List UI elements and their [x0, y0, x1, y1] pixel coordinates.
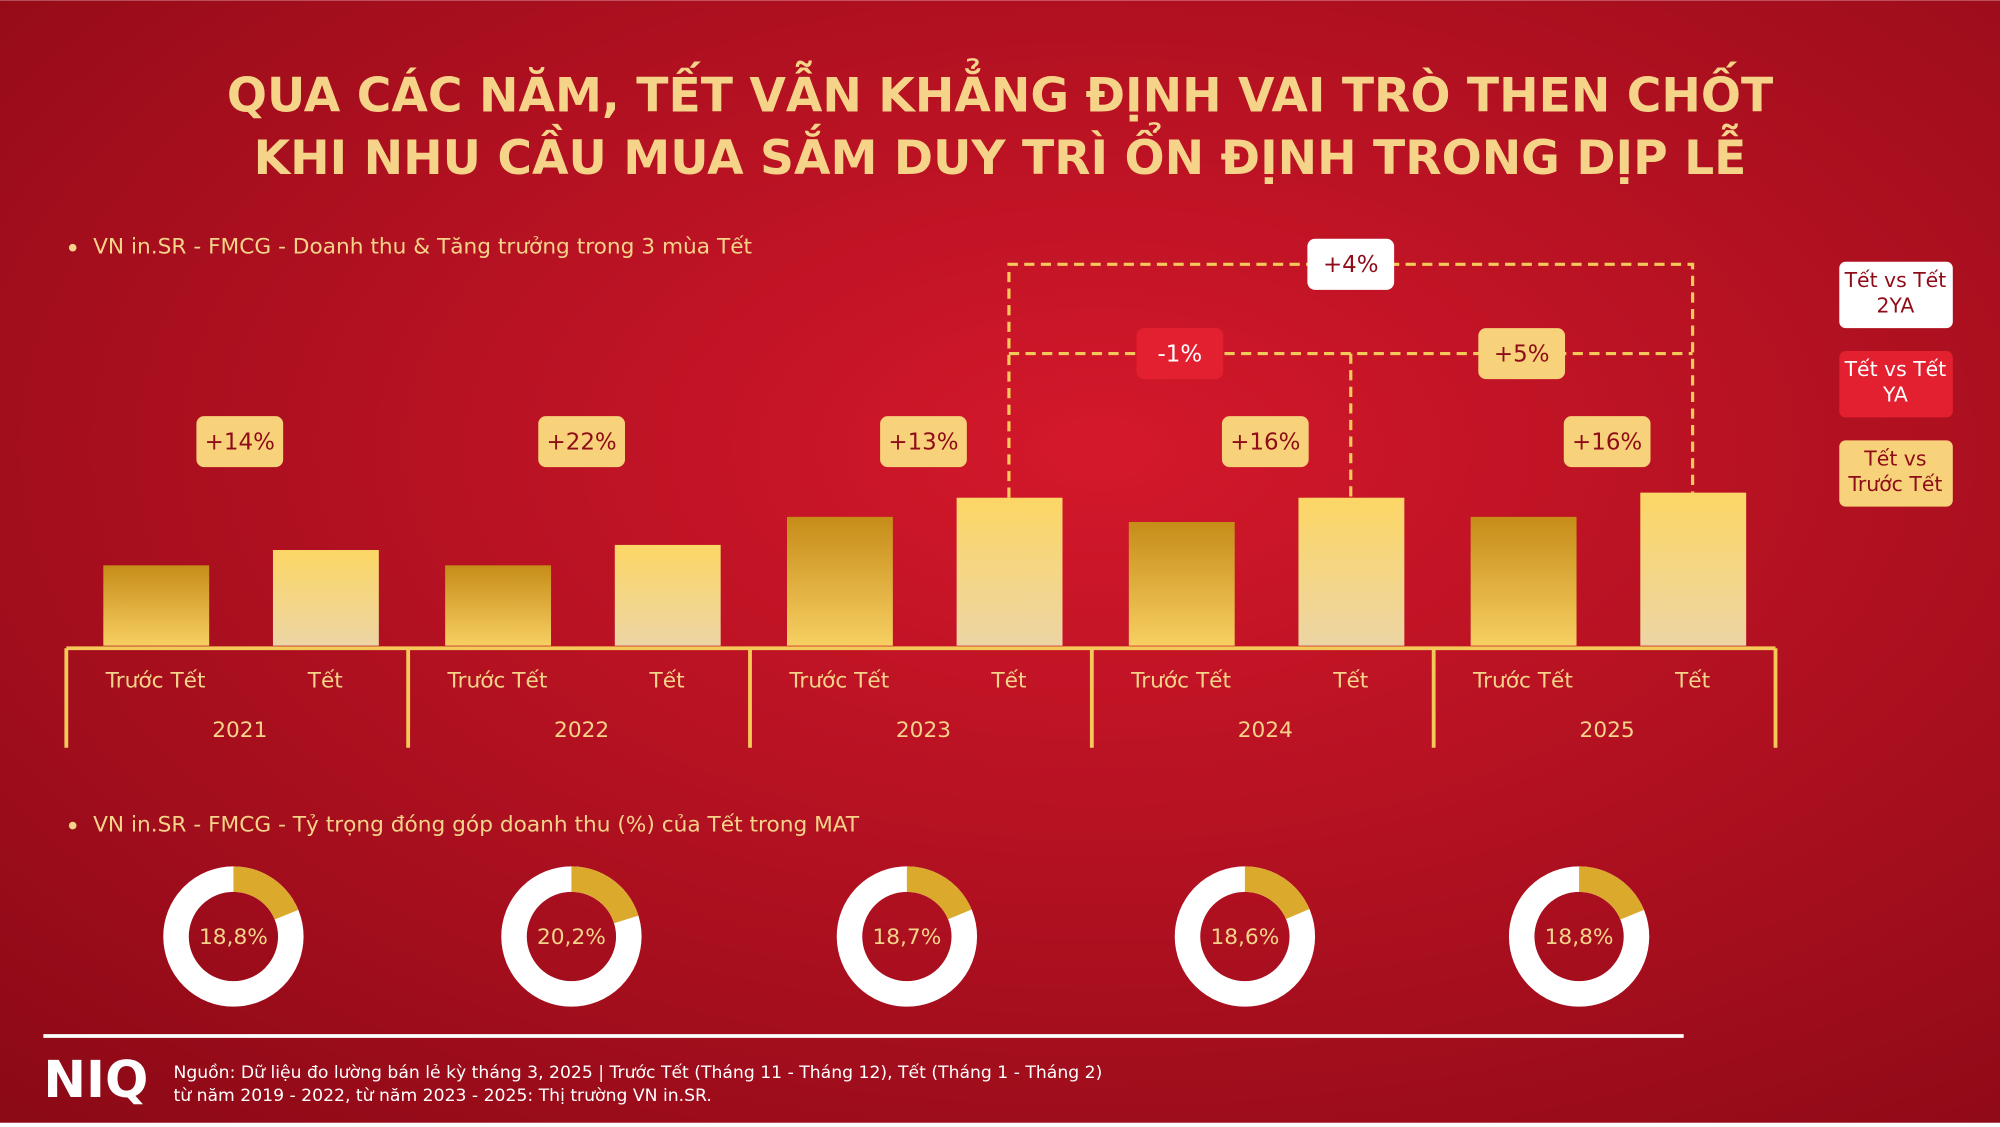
title: QUA CÁC NĂM, TẾT VẪN KHẲNG ĐỊNH VAI TRÒ … [227, 57, 1773, 123]
legend-label: Tết vs Tết [1844, 268, 1947, 292]
badge-label: +16% [1572, 429, 1642, 455]
legend-label: YA [1882, 383, 1908, 407]
donut-slice [1244, 866, 1310, 920]
category-label: Tết [649, 668, 685, 693]
legend-label: Trước Tết [1847, 472, 1942, 496]
badge-label: +13% [888, 429, 958, 455]
bar [956, 497, 1063, 646]
category-label: Tết [307, 668, 343, 693]
category-label: Trước Tết [1472, 668, 1573, 693]
category-label: Tết [990, 668, 1026, 693]
section-title: VN in.SR - FMCG - Doanh thu & Tăng trưởn… [93, 235, 752, 260]
legend-label: Tết vs [1863, 446, 1926, 470]
badge-label: +5% [1494, 341, 1550, 367]
legend-box [1839, 351, 1953, 418]
donut-label: 18,6% [1210, 925, 1279, 950]
legend-box [1839, 440, 1953, 507]
bar [1128, 521, 1235, 646]
bar [445, 565, 552, 646]
source: từ năm 2019 - 2022, từ năm 2023 - 2025: … [173, 1086, 711, 1106]
bar [1640, 492, 1747, 646]
source: Nguồn: Dữ liệu đo lường bán lẻ kỳ tháng … [173, 1062, 1102, 1083]
year-label: 2023 [896, 718, 951, 743]
legend-box [1839, 261, 1953, 329]
bar [272, 550, 379, 646]
bar [786, 516, 893, 646]
badge [538, 416, 625, 468]
category-label: Trước Tết [447, 668, 548, 693]
donut-slice [232, 866, 299, 921]
badge [1136, 328, 1224, 380]
badge [1478, 328, 1566, 380]
bar [1470, 516, 1577, 646]
legend-label: 2YA [1877, 293, 1915, 317]
badge-label: +14% [205, 429, 275, 455]
title: KHI NHU CẦU MUA SẮM DUY TRÌ ỔN ĐỊNH TRON… [254, 121, 1747, 186]
year-label: 2022 [554, 718, 609, 743]
bracket [1007, 262, 1695, 498]
category-label: Trước Tết [788, 668, 889, 693]
category-label: Tết [1674, 668, 1710, 693]
badge [196, 416, 284, 468]
category-label: Trước Tết [105, 668, 206, 693]
bracket [1008, 351, 1693, 498]
donut-label: 18,7% [872, 925, 941, 950]
year-label: 2021 [212, 718, 267, 743]
badge-label: +22% [547, 429, 617, 455]
donut-slice [1578, 866, 1644, 921]
year-label: 2024 [1238, 718, 1293, 743]
badge-label: +4% [1323, 252, 1379, 278]
badge-label: -1% [1158, 341, 1203, 367]
badge [880, 416, 967, 468]
bullet [68, 243, 77, 252]
bar [103, 565, 210, 646]
badge-label: +16% [1230, 429, 1300, 455]
donut-slice [906, 866, 972, 920]
bar [1298, 497, 1405, 646]
badge [1563, 416, 1651, 468]
donut-label: 20,2% [537, 925, 606, 950]
donut-label: 18,8% [1545, 925, 1614, 950]
category-label: Trước Tết [1130, 668, 1231, 693]
bar [614, 544, 721, 646]
badge [1307, 238, 1395, 290]
logo: NIQ [43, 1051, 148, 1110]
legend-label: Tết vs Tết [1844, 357, 1947, 381]
section-title: VN in.SR - FMCG - Tỷ trọng đóng góp doan… [93, 813, 860, 838]
donut-slice [570, 866, 639, 924]
category-label: Tết [1332, 668, 1368, 693]
bullet [68, 821, 77, 830]
donut-label: 18,8% [199, 925, 268, 950]
year-label: 2025 [1580, 718, 1635, 743]
badge [1221, 416, 1309, 468]
